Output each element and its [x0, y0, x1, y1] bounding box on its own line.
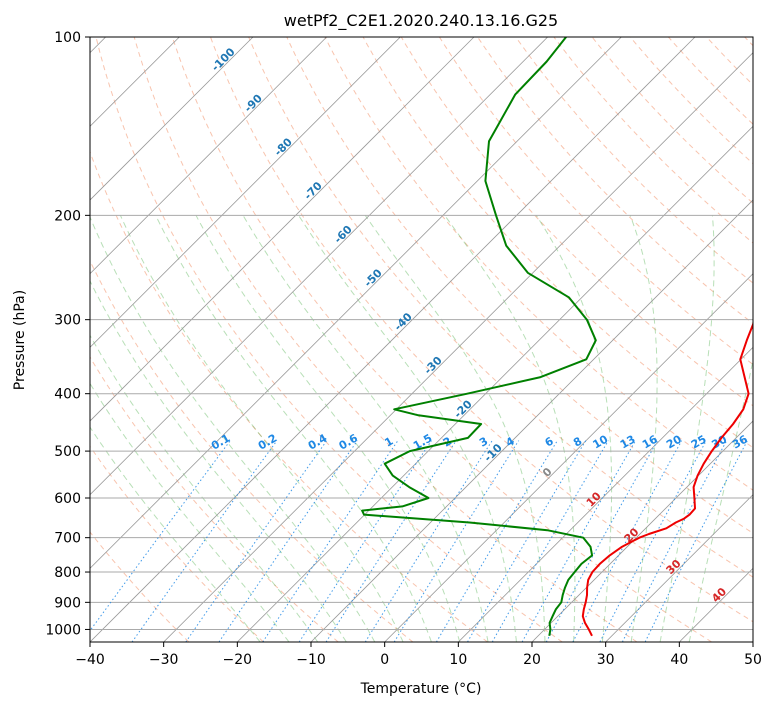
mixing-ratio-line: [131, 440, 278, 642]
isotherm-line: [310, 199, 753, 642]
mixing-ratio-line: [393, 440, 520, 642]
mixing-ratio-line: [90, 440, 231, 632]
x-tick-label: −40: [75, 652, 105, 668]
moist-adiabat: [364, 215, 546, 642]
y-tick-label: 400: [54, 387, 81, 403]
x-tick-label: −20: [223, 652, 253, 668]
dry-adiabat: [400, 37, 753, 407]
x-axis-label: Temperature (°C): [360, 681, 482, 697]
y-tick-label: 300: [54, 313, 81, 329]
isotherm-line: [90, 37, 254, 201]
mixing-ratio-line: [491, 440, 609, 642]
mixing-ratio-line: [467, 440, 587, 642]
x-tick-label: 20: [523, 652, 541, 668]
dry-adiabat: [133, 37, 638, 642]
x-tick-label: 40: [670, 652, 688, 668]
mixing-ratio-line: [545, 440, 659, 642]
mixing-ratio-line: [262, 440, 399, 642]
dewpoint-line: [361, 37, 597, 636]
mixing-ratio-line: [298, 440, 432, 642]
x-tick-label: 0: [380, 652, 389, 668]
x-tick-label: −10: [296, 652, 326, 668]
moist-adiabat: [195, 215, 461, 642]
dry-adiabat: [248, 37, 753, 578]
mixing-ratio-line: [521, 440, 637, 642]
temperature-line: [581, 321, 753, 637]
profile-lines: [361, 37, 753, 637]
y-tick-label: 500: [54, 444, 81, 460]
isotherm-line: [458, 346, 753, 642]
axes: −40 −30 −20 −10 0 10 20 30 40 50 100 200 300 400 500 60…: [45, 30, 762, 668]
dry-adiabat: [286, 37, 753, 534]
y-tick-label: 800: [54, 565, 81, 581]
moist-adiabat: [659, 215, 715, 642]
x-tick-label: 50: [744, 652, 762, 668]
isotherm-line: [163, 52, 753, 642]
chart-title: wetPf2_C2E1.2020.240.13.16.G25: [284, 11, 558, 31]
y-tick-label: 700: [54, 531, 81, 547]
y-tick-label: 100: [54, 30, 81, 46]
moist-adiabat: [535, 215, 613, 642]
mixing-ratio-line: [364, 440, 493, 642]
moist-adiabat: [90, 334, 319, 642]
moist-adiabat: [629, 215, 658, 642]
dry-adiabat: [90, 531, 190, 642]
isotherm-line: [90, 37, 475, 422]
mixing-ratio-line: [435, 440, 558, 642]
dry-adiabat: [90, 356, 339, 642]
mixing-ratio-line: [185, 440, 328, 642]
dry-adiabat: [438, 37, 753, 366]
isotherm-line: [90, 37, 696, 642]
moist-adiabat: [90, 215, 376, 642]
x-tick-label: −30: [149, 652, 179, 668]
isotherm-line: [90, 37, 622, 569]
moist-adiabat: [242, 215, 489, 642]
moist-adiabat: [155, 215, 432, 642]
moist-adiabat: [119, 215, 404, 642]
isotherm-line: [605, 494, 753, 642]
mixing-ratio-line: [644, 440, 748, 642]
isotherm-line: [237, 125, 753, 642]
y-axis-label: Pressure (hPa): [12, 290, 28, 390]
dry-adiabat: [95, 37, 563, 642]
isotherm-line: [90, 37, 401, 348]
isotherm-line: [90, 37, 548, 496]
mixing-ratio-line: [325, 440, 457, 642]
dry-adiabat: [90, 259, 414, 642]
y-tick-label: 1000: [45, 622, 81, 638]
x-tick-label: 30: [597, 652, 615, 668]
isotherm-line: [90, 37, 327, 275]
moist-adiabat: [90, 426, 261, 642]
moist-adiabat: [444, 215, 576, 642]
isotherm-line: [384, 273, 753, 642]
mixing-ratio-line: [572, 440, 683, 642]
plot-frame: [89, 36, 754, 643]
moist-adiabat: [90, 279, 347, 642]
x-tick-label: 10: [449, 652, 467, 668]
y-tick-label: 900: [54, 595, 81, 611]
y-tick-label: 600: [54, 491, 81, 507]
dry-adiabat: [324, 37, 753, 491]
y-tick-label: 200: [54, 208, 81, 224]
